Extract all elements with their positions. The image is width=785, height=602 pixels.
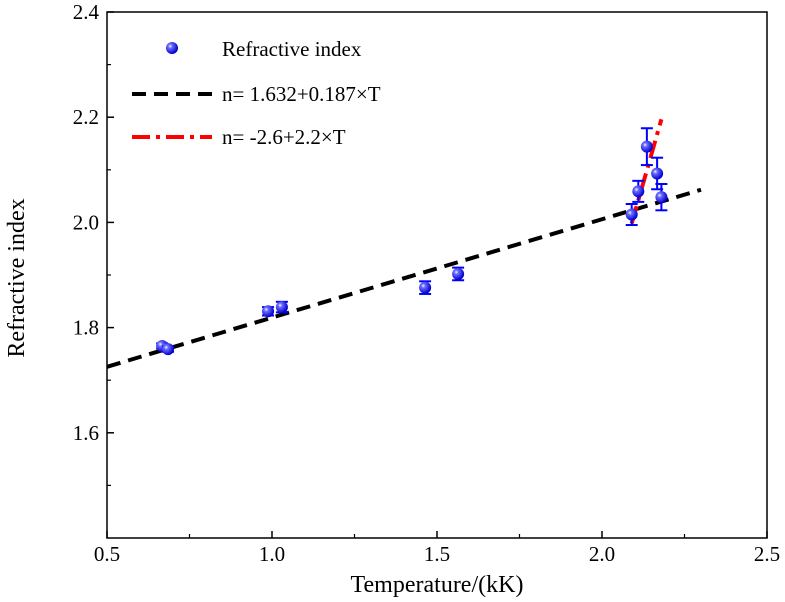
y-tick-label: 2.0 — [73, 210, 99, 234]
point-marker — [625, 208, 638, 221]
point-marker — [452, 267, 465, 280]
point-marker — [262, 305, 275, 318]
data-point — [625, 202, 638, 227]
data-point — [640, 127, 653, 167]
data-point — [655, 183, 668, 212]
legend-label-linear-fit: n= 1.632+0.187×T — [222, 82, 381, 106]
data-point — [275, 300, 288, 314]
x-tick-label: 2.0 — [589, 542, 615, 566]
legend-label-refractive-index: Refractive index — [222, 37, 362, 61]
x-tick-label: 0.5 — [94, 542, 120, 566]
y-tick-label: 1.8 — [73, 316, 99, 340]
point-marker — [655, 191, 668, 204]
data-point — [452, 266, 465, 282]
y-tick-label: 1.6 — [73, 421, 99, 445]
legend: Refractive index n= 1.632+0.187×T n= -2.… — [132, 37, 381, 149]
point-marker — [632, 185, 645, 198]
plot-frame — [106, 11, 768, 539]
legend-label-steep-fit: n= -2.6+2.2×T — [222, 125, 346, 149]
x-axis-label: Temperature/(kK) — [351, 572, 524, 597]
data-point — [162, 343, 175, 356]
point-marker — [640, 140, 653, 153]
x-tick-label: 2.5 — [754, 542, 780, 566]
legend-marker-refractive-index — [166, 42, 178, 54]
data-point — [262, 305, 275, 318]
point-marker — [275, 301, 288, 314]
x-tick-label: 1.5 — [424, 542, 450, 566]
data-point — [632, 179, 645, 203]
point-marker — [651, 167, 664, 180]
fit-line-1 — [106, 187, 702, 369]
point-marker — [419, 281, 432, 294]
y-tick-label: 2.2 — [73, 105, 99, 129]
data-point — [419, 280, 432, 295]
y-tick-label: 2.4 — [73, 0, 100, 24]
y-axis-label: Refractive index — [4, 198, 30, 357]
x-tick-label: 1.0 — [259, 542, 285, 566]
point-marker — [162, 343, 175, 356]
